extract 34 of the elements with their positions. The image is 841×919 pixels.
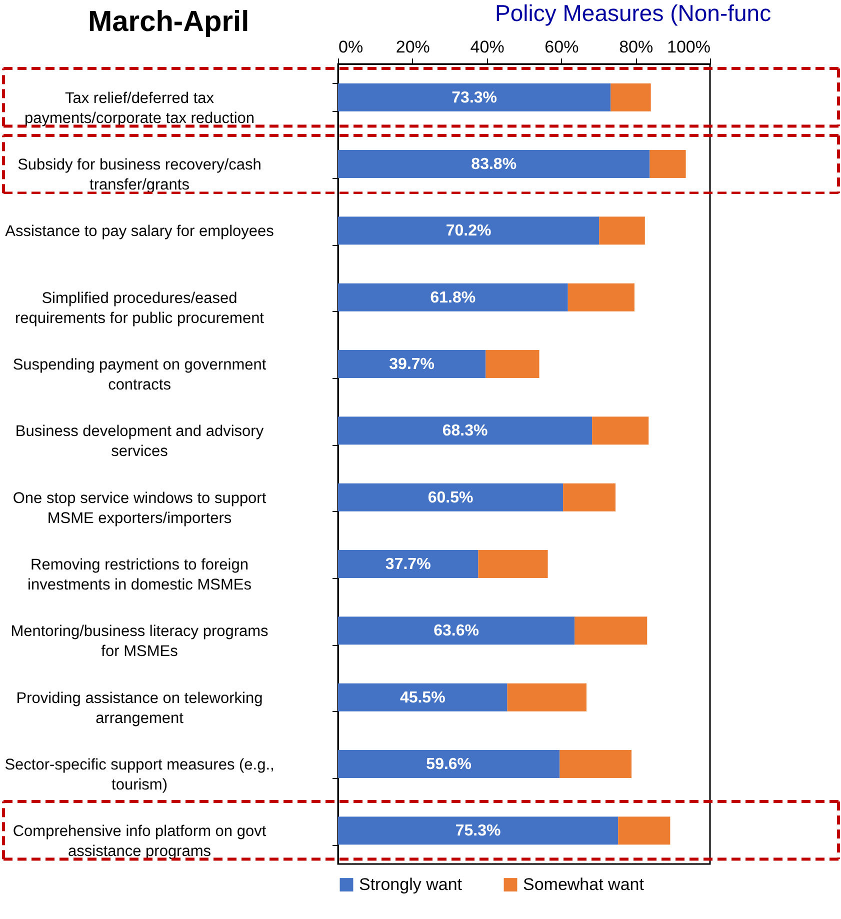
y-tick-label: Removing restrictions to foreign investments in domestic MSMEs bbox=[28, 556, 252, 594]
data-label: 39.7% bbox=[389, 356, 435, 373]
legend-label: Somewhat want bbox=[523, 874, 644, 894]
x-tick-label: 40% bbox=[470, 38, 504, 56]
data-label: 37.7% bbox=[385, 556, 431, 573]
y-tick-label: Tax relief/deferred tax payments/corporate tax reduction bbox=[24, 90, 255, 127]
data-label: 61.8% bbox=[430, 289, 476, 306]
x-tick-label: 80% bbox=[619, 38, 654, 56]
y-tick-label: Comprehensive info platform on govt assistance programs bbox=[12, 823, 267, 860]
y-tick-label: One stop service windows to support MSME exporters/importers bbox=[12, 490, 267, 527]
y-tick-label: Business development and advisory services bbox=[15, 423, 264, 460]
data-label: 68.3% bbox=[442, 422, 488, 440]
data-label: 59.6% bbox=[426, 756, 472, 773]
y-tick-label: Mentoring/business literacy programs for MSMEs bbox=[10, 623, 269, 660]
y-tick-label: Suspending payment on government contracts bbox=[12, 356, 267, 394]
x-tick-label: 60% bbox=[544, 38, 579, 56]
data-label: 70.2% bbox=[446, 222, 492, 240]
y-tick-label: Subsidy for business recovery/cash transfer/grants bbox=[18, 156, 262, 194]
data-label: 45.5% bbox=[400, 689, 446, 706]
data-label: 83.8% bbox=[471, 156, 517, 173]
x-tick-label: 100% bbox=[667, 38, 710, 56]
legend-label: Strongly want bbox=[359, 874, 462, 894]
x-tick-label: 20% bbox=[396, 38, 430, 56]
data-label: 73.3% bbox=[452, 89, 498, 106]
data-label: 63.6% bbox=[434, 622, 479, 640]
chart-subtitle: Policy Measures (Non-func bbox=[495, 0, 772, 27]
chart-title: March-April bbox=[88, 6, 250, 39]
y-tick-label: Sector-specific support measures (e.g., tourism) bbox=[4, 756, 274, 794]
data-label: 75.3% bbox=[455, 822, 501, 840]
y-tick-label: Assistance to pay salary for employees bbox=[5, 223, 274, 240]
data-label: 60.5% bbox=[428, 489, 474, 506]
x-tick-label: 0% bbox=[338, 38, 364, 56]
y-tick-label: Simplified procedures/eased requirements for public procurement bbox=[15, 290, 265, 327]
y-tick-label: Providing assistance on teleworking arrangement bbox=[16, 690, 263, 727]
